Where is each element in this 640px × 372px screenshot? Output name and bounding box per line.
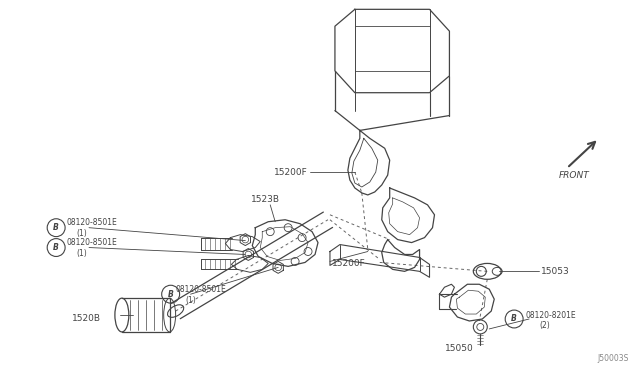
Text: 08120-8201E: 08120-8201E: [525, 311, 576, 320]
Text: 15200F: 15200F: [332, 259, 365, 268]
Text: (1): (1): [76, 249, 87, 258]
Text: (2): (2): [539, 321, 550, 330]
Text: 1523B: 1523B: [251, 195, 280, 204]
Text: 1520B: 1520B: [72, 314, 101, 323]
Text: FRONT: FRONT: [559, 171, 589, 180]
Text: 15050: 15050: [445, 344, 474, 353]
Text: (1): (1): [76, 229, 87, 238]
Text: 08120-8501E: 08120-8501E: [175, 285, 227, 294]
Text: B: B: [53, 223, 59, 232]
Text: B: B: [53, 243, 59, 252]
Text: 08120-8501E: 08120-8501E: [66, 238, 117, 247]
Text: 08120-8501E: 08120-8501E: [66, 218, 117, 227]
Text: B: B: [168, 290, 173, 299]
Text: 15200F: 15200F: [275, 168, 308, 177]
Text: (1): (1): [186, 296, 196, 305]
Text: B: B: [511, 314, 517, 324]
Text: 15053: 15053: [541, 267, 570, 276]
Text: J50003S: J50003S: [597, 354, 628, 363]
